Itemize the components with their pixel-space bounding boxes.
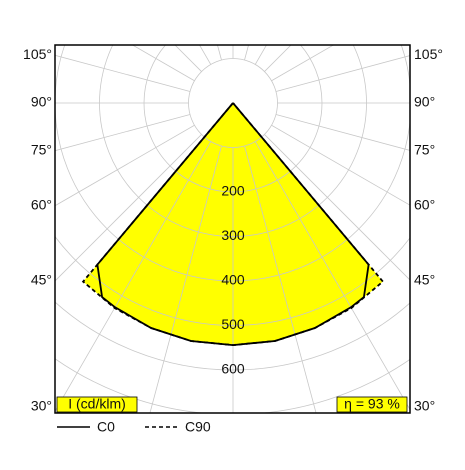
grid-spoke: [55, 134, 202, 282]
r-tick-label: 500: [221, 316, 245, 332]
frame: [54, 44, 411, 414]
angle-tick-label: 60°: [414, 196, 435, 212]
grid-spoke: [271, 45, 335, 82]
efficiency-label: η = 93 %: [344, 396, 400, 412]
unit-box: [56, 396, 138, 413]
legend-label: C0: [97, 419, 115, 435]
grid-spoke: [275, 55, 410, 92]
legend: C0 C90: [57, 419, 211, 435]
grid-spoke: [264, 134, 410, 281]
grid-spoke: [254, 141, 410, 411]
r-tick-label: 600: [221, 361, 245, 377]
angle-tick-label: 105°: [23, 46, 52, 62]
grid-spoke: [55, 124, 195, 207]
r-tick-label: 200: [221, 183, 245, 199]
r-tick-label: 400: [221, 272, 245, 288]
angle-tick-label: 60°: [31, 196, 52, 212]
angle-tick-label: 30°: [31, 398, 52, 414]
grid-spoke: [131, 45, 195, 82]
angle-tick-label: 75°: [31, 141, 52, 157]
grid-spoke: [55, 141, 212, 412]
angle-tick-label: 75°: [414, 141, 435, 157]
angle-tick-label: 90°: [414, 94, 435, 110]
grid-spoke: [55, 114, 191, 152]
grid-spoke: [149, 145, 222, 413]
angle-tick-label: 45°: [414, 272, 435, 288]
grid-spoke: [55, 54, 191, 92]
labels: 200 300 400 500 600 30° 30° 45° 45° 60° 60° 75° 75° 9…: [23, 46, 443, 414]
grid-spoke: [254, 45, 267, 65]
grid-spoke: [244, 145, 317, 413]
curve: [81, 102, 385, 347]
angle-tick-label: 45°: [31, 272, 52, 288]
grid-spoke: [199, 45, 212, 65]
unit-label: I (cd/klm): [68, 396, 126, 412]
angle-tick-label: 90°: [31, 94, 52, 110]
r-tick-label: 300: [221, 227, 245, 243]
efficiency-box: [336, 396, 408, 413]
angle-tick-label: 105°: [414, 46, 443, 62]
angle-tick-label: 30°: [414, 398, 435, 414]
grid-spoke: [275, 114, 410, 151]
grid: [55, 45, 410, 413]
legend-label: C90: [185, 419, 211, 435]
grid-spoke: [271, 124, 410, 206]
